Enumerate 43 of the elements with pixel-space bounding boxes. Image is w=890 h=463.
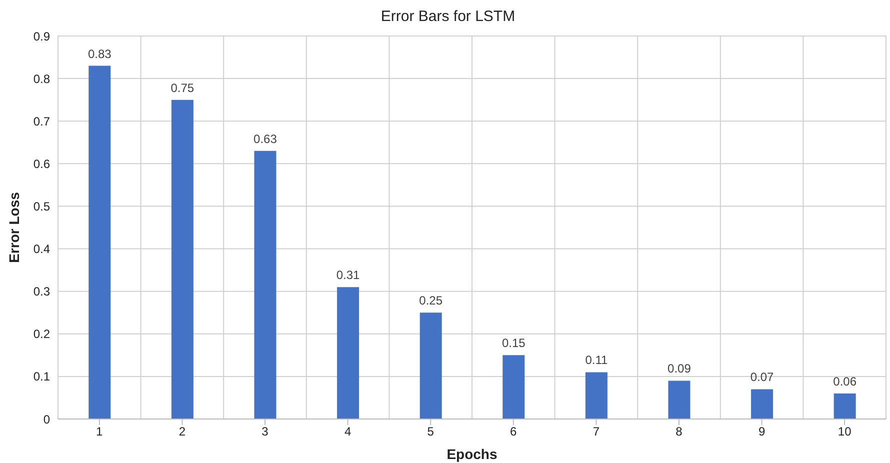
- data-label: 0.09: [668, 362, 692, 376]
- y-tick-label: 0.3: [33, 284, 50, 299]
- x-axis-title: Epochs: [446, 446, 498, 462]
- data-label: 0.15: [502, 336, 526, 350]
- x-tick-label: 2: [178, 424, 186, 439]
- data-label: 0.63: [254, 132, 278, 146]
- data-label: 0.83: [88, 46, 112, 61]
- y-tick-label: 0.9: [33, 29, 50, 44]
- bar: [502, 355, 525, 419]
- y-tick-label: 0.1: [33, 370, 50, 384]
- y-tick-label: 0.7: [33, 114, 50, 128]
- bar: [751, 389, 774, 419]
- y-tick-label: 0.6: [33, 156, 50, 171]
- bar: [834, 393, 856, 419]
- x-tick-label: 8: [676, 424, 683, 439]
- bar: [171, 100, 194, 419]
- data-label: 0.06: [833, 374, 857, 388]
- y-tick-label: 0: [43, 412, 50, 426]
- bar: [585, 372, 608, 419]
- data-label: 0.25: [419, 294, 443, 308]
- chart-title: Error Bars for LSTM: [380, 8, 516, 26]
- data-label: 0.11: [585, 353, 608, 368]
- x-tick-label: 4: [344, 424, 352, 439]
- x-tick-label: 1: [96, 424, 104, 439]
- bar: [668, 380, 690, 419]
- x-tick-label: 9: [758, 424, 766, 439]
- data-label: 0.75: [170, 80, 194, 95]
- bar: [254, 150, 276, 419]
- data-label: 0.07: [750, 370, 774, 384]
- x-tick-label: 3: [262, 424, 269, 439]
- y-axis-title: Error Loss: [6, 192, 22, 263]
- bar: [88, 66, 111, 419]
- x-tick-label: 5: [427, 424, 434, 439]
- y-tick-label: 0.5: [33, 199, 50, 214]
- x-tick-label: 10: [838, 424, 852, 439]
- y-tick-label: 0.4: [33, 242, 50, 256]
- y-tick-label: 0.2: [33, 327, 50, 342]
- y-tick-label: 0.8: [33, 72, 50, 86]
- bar: [420, 312, 442, 419]
- bar: [337, 287, 360, 419]
- x-tick-label: 7: [592, 424, 600, 439]
- data-label: 0.31: [336, 268, 360, 282]
- x-tick-label: 6: [510, 424, 518, 439]
